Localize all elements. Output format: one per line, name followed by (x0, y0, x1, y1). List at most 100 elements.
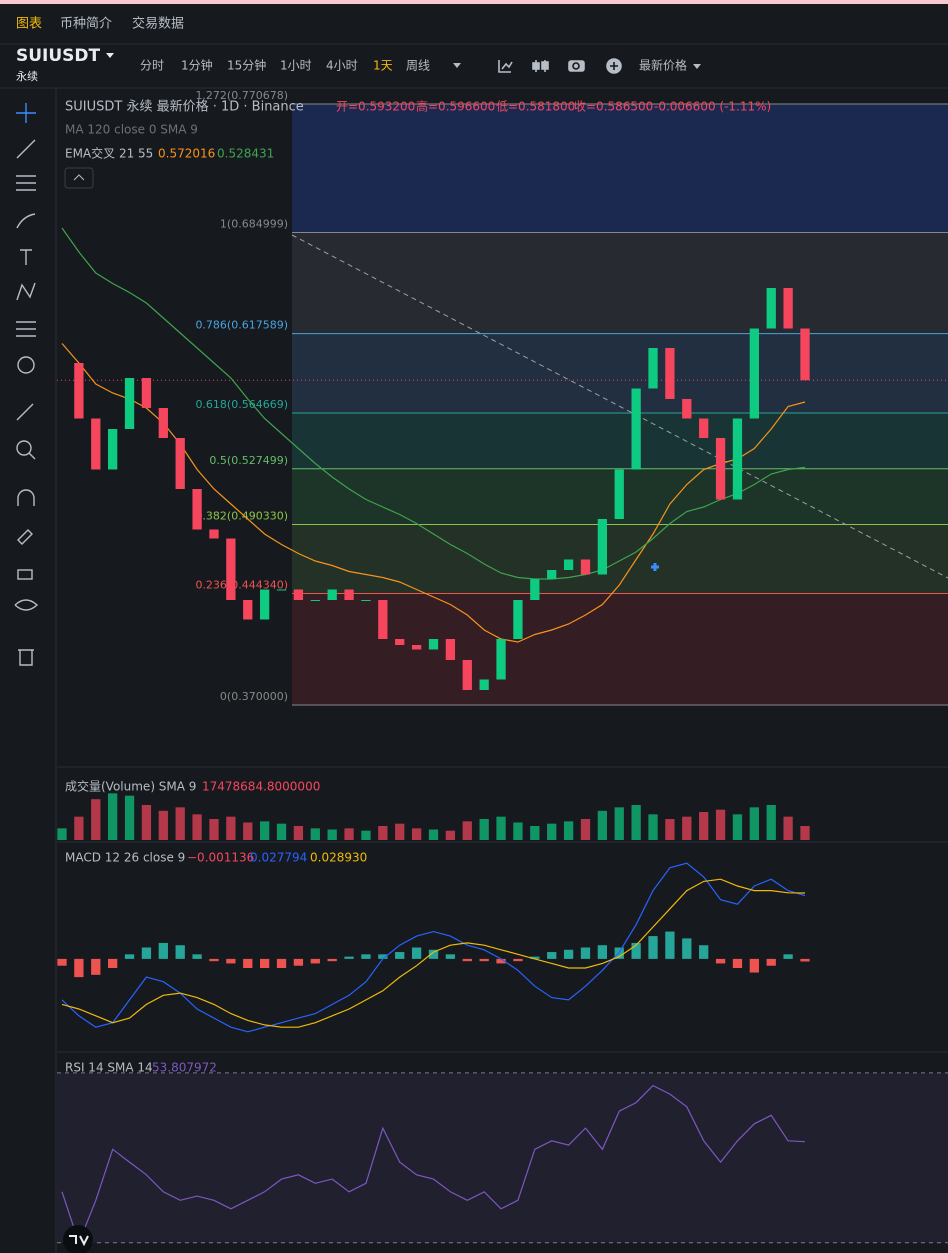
macd-hist (682, 938, 692, 959)
volume-bar (699, 812, 709, 840)
candle (445, 639, 456, 660)
macd-hist (141, 947, 152, 959)
macd-hist (580, 947, 591, 959)
volume-bar (293, 826, 304, 840)
macd-hist (513, 958, 523, 962)
fib-label: 0.618(0.564669) (195, 398, 288, 411)
volume-bar (732, 814, 743, 840)
price-type[interactable]: 最新价格 (639, 58, 687, 73)
candle (378, 600, 388, 639)
candle (91, 418, 101, 470)
symbol[interactable]: SUIUSDT (16, 46, 101, 66)
candle (513, 600, 523, 639)
macd-hist (547, 952, 557, 959)
drawing-tools[interactable] (14, 103, 39, 666)
volume-bar (344, 828, 354, 840)
signal-marker (651, 563, 659, 571)
macd-hist (395, 952, 405, 959)
macd-legend: MACD 12 26 close 9 (65, 851, 185, 865)
collapse-button[interactable] (64, 167, 94, 189)
logo[interactable] (63, 1225, 93, 1253)
tab[interactable]: 币种简介 (60, 16, 112, 32)
volume-legend: 成交量(Volume) SMA 9 (65, 779, 196, 794)
candle (175, 438, 185, 489)
candle (580, 559, 591, 575)
fib-label: 0.236(0.444340) (195, 578, 288, 591)
candle (563, 559, 574, 570)
macd-hist (732, 958, 743, 968)
tab[interactable]: 图表 (16, 17, 42, 32)
volume-bar (665, 819, 675, 840)
timeframe[interactable]: 1小时 (280, 59, 312, 73)
volume-bar (445, 830, 456, 840)
volume-bar (800, 826, 810, 840)
tab[interactable]: 交易数据 (132, 16, 184, 32)
timeframe[interactable]: 4小时 (326, 59, 358, 73)
volume-bar (91, 799, 101, 840)
legend-ema-fast: 0.572016 (158, 147, 215, 161)
candle (310, 600, 320, 601)
timeframe[interactable]: 1天 (373, 59, 393, 73)
candle (648, 348, 658, 389)
macd-hist (631, 942, 641, 959)
volume-bar (175, 807, 185, 840)
timeframe[interactable]: 周线 (406, 59, 430, 73)
candle (74, 363, 84, 419)
macd-hist (766, 958, 776, 966)
rsi-legend: RSI 14 SMA 14 (65, 1061, 153, 1075)
candle (699, 418, 709, 438)
macd-hist (749, 958, 759, 973)
macd-hist (563, 949, 574, 959)
volume-bar (513, 822, 523, 840)
candle (276, 589, 287, 591)
rsi-band (57, 1072, 948, 1243)
fib-zone (292, 524, 948, 594)
volume-bar (276, 823, 287, 840)
candle (631, 388, 641, 470)
candle (682, 399, 692, 419)
dropdown-icon[interactable] (453, 63, 461, 68)
candle (209, 529, 219, 539)
macd-hist (597, 945, 608, 959)
timeframe[interactable]: 15分钟 (227, 58, 266, 73)
volume-bar (631, 805, 641, 840)
macd-hist (344, 956, 354, 959)
macd-hist (665, 931, 675, 959)
candle (327, 589, 337, 600)
macd-hist (158, 942, 168, 959)
legend-title: SUIUSDT 永续 最新价格 · 1D · Binance (65, 99, 304, 115)
volume-bar (108, 793, 118, 840)
fib-label: 0.382(0.490330) (195, 510, 288, 523)
timeframe[interactable]: 分时 (140, 59, 164, 73)
fib-zone (292, 103, 948, 233)
macd-hist (293, 958, 304, 966)
volume-bar (327, 829, 337, 840)
candle (800, 328, 810, 381)
macd-hist (783, 954, 793, 959)
toolbar-icons[interactable] (498, 58, 622, 74)
volume-bar (259, 821, 270, 840)
candle (479, 679, 489, 690)
legend-low: 低=0.581800 (496, 100, 575, 114)
dropdown-icon[interactable] (693, 64, 701, 69)
volume-bar (648, 814, 658, 840)
timeframe[interactable]: 1分钟 (181, 58, 213, 73)
macd-hist (614, 947, 624, 959)
contract: 永续 (16, 69, 38, 83)
candle (361, 600, 371, 601)
candle (462, 660, 472, 690)
dropdown-icon[interactable] (106, 53, 114, 58)
macd-hist (327, 958, 337, 962)
fib-zone (292, 593, 948, 705)
candle (665, 348, 675, 399)
macd-hist (259, 958, 270, 968)
legend-ema: EMA交叉 21 55 (65, 146, 153, 161)
volume-bar (547, 823, 557, 840)
volume-bar (57, 828, 67, 840)
macd-hist (445, 954, 456, 959)
fib-label: 1(0.684999) (220, 218, 288, 231)
volume-bar (597, 810, 608, 840)
volume-bar (715, 809, 726, 840)
collapse-icon[interactable] (73, 174, 85, 181)
